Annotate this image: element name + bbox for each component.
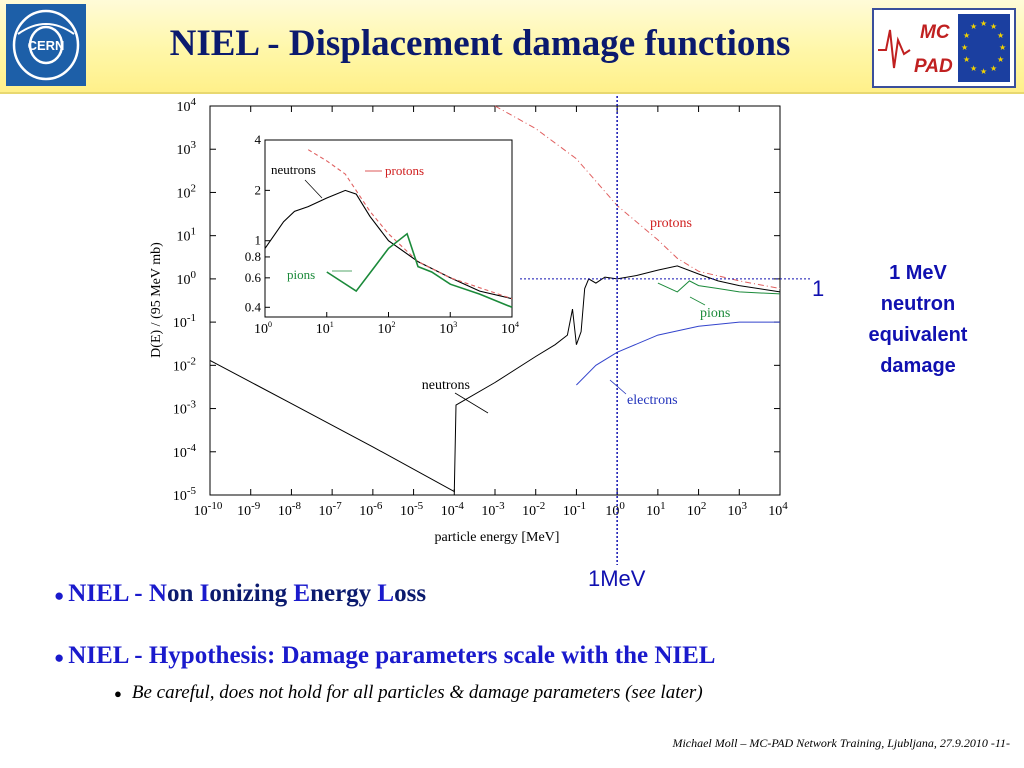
inset-annotation-neutrons: neutrons (271, 162, 316, 177)
bullet-dot-icon: ● (54, 648, 65, 667)
y-axis-label: D(E) / (95 MeV mb) (149, 242, 164, 358)
equivalent-line-1: 1 MeV (889, 262, 947, 284)
x-tick-label: 10-5 (400, 500, 424, 519)
slide-header: CERN NIEL - Displacement damage function… (0, 0, 1024, 94)
inset-annotation-protons: protons (385, 163, 424, 178)
svg-text:★: ★ (970, 22, 977, 31)
x-tick-label: 100 (605, 500, 625, 519)
x-tick-label: 10-3 (481, 500, 505, 519)
x-tick-label: 10-4 (441, 500, 465, 519)
bullet-1-i: I (199, 580, 210, 607)
inset-x-tick-label: 102 (378, 320, 396, 337)
equivalent-line-4: damage (880, 355, 956, 377)
svg-text:★: ★ (997, 31, 1004, 40)
inset-series-line-neutrons (264, 189, 513, 300)
page-title: NIEL - Displacement damage functions (169, 23, 791, 64)
inset-y-tick-label: 4 (255, 132, 262, 147)
series-line-neutrons (209, 265, 781, 493)
inset-y-tick-label: 2 (255, 182, 262, 197)
y-tick-label: 104 (177, 96, 197, 115)
y-tick-label: 100 (177, 269, 197, 288)
bullet-1-e: E (293, 580, 311, 607)
svg-text:★: ★ (980, 67, 987, 76)
annotation-electrons: electrons (627, 393, 678, 408)
svg-text:★: ★ (990, 64, 997, 73)
sub-bullet-dot-icon: ● (114, 686, 122, 701)
x-axis-label: particle energy [MeV] (435, 530, 560, 545)
neutron-equivalent-label: 1 MeV neutron equivalent damage (838, 258, 998, 382)
svg-text:★: ★ (997, 55, 1004, 64)
mc-pad-logo: MC PAD ★ ★ ★ ★ ★ ★ ★ ★ ★ ★ ★ ★ (872, 8, 1016, 88)
bullet-1-onizing: onizing (209, 580, 294, 607)
svg-text:★: ★ (970, 64, 977, 73)
series-line-pions (657, 280, 781, 295)
bullet-2-text: NIEL - Hypothesis: Damage parameters sca… (68, 642, 716, 669)
y-tick-label: 10-1 (173, 312, 196, 331)
bullet-1-oss: oss (394, 580, 427, 607)
svg-text:★: ★ (980, 19, 987, 28)
annotation-protons: protons (650, 216, 692, 231)
equivalent-line-2: neutron (880, 293, 956, 315)
x-tick-label: 10-2 (522, 500, 545, 519)
series-line-protons (494, 105, 781, 289)
y-tick-label: 10-2 (173, 355, 196, 374)
y-tick-label: 102 (177, 182, 197, 201)
svg-text:★: ★ (963, 55, 970, 64)
sub-bullet-caution: ● Be careful, does not hold for all parti… (114, 682, 703, 704)
annotation-neutrons: neutrons (422, 378, 470, 393)
x-tick-label: 101 (646, 500, 666, 519)
annotation-pions: pions (700, 306, 730, 321)
sub-bullet-text: Be careful, does not hold for all partic… (131, 682, 703, 703)
y-tick-label: 10-3 (173, 399, 197, 418)
y-tick-label: 10-5 (173, 485, 197, 504)
cern-logo-text: CERN (28, 38, 65, 53)
inset-x-tick-label: 100 (254, 320, 272, 337)
equivalent-line-3: equivalent (868, 324, 968, 346)
y-tick-label: 101 (177, 226, 197, 245)
bullet-1-on: on (166, 580, 200, 607)
bullet-1-prefix: NIEL - (68, 580, 149, 607)
inset-x-tick-label: 104 (501, 320, 519, 337)
cern-logo: CERN (6, 4, 86, 86)
x-tick-label: 10-9 (237, 500, 261, 519)
x-tick-label: 103 (728, 500, 748, 519)
inset-x-tick-label: 103 (439, 320, 457, 337)
x-tick-label: 10-8 (278, 500, 302, 519)
bullet-niel-definition: ● NIEL - Non Ionizing Energy Loss (54, 580, 426, 608)
x-tick-label: 10-10 (194, 500, 223, 519)
slide-footer: Michael Moll – MC-PAD Network Training, … (672, 736, 1010, 750)
inset-x-tick-label: 101 (316, 320, 334, 337)
x-tick-label: 102 (687, 500, 707, 519)
x-tick-label: 10-7 (319, 500, 343, 519)
series-line-electrons (576, 321, 780, 386)
bullet-1-nergy: nergy (310, 580, 378, 607)
pad-text: PAD (914, 56, 953, 77)
x-tick-label: 10-6 (359, 500, 383, 519)
inset-annotation-pions: pions (287, 267, 315, 282)
bullet-dot-icon: ● (54, 586, 65, 605)
bullet-niel-hypothesis: ● NIEL - Hypothesis: Damage parameters sc… (54, 642, 715, 670)
inset-y-tick-label: 0.8 (245, 249, 261, 264)
inset-y-tick-label: 1 (255, 233, 262, 248)
mev-reference-label: 1MeV (588, 566, 646, 591)
bullet-1-l: L (377, 580, 395, 607)
eu-stars-icon: ★ ★★★ ★★★★ ★★★★ (961, 19, 1006, 76)
svg-text:★: ★ (990, 22, 997, 31)
inset-series-line-pions (326, 232, 513, 309)
mc-text: MC (920, 22, 950, 43)
inset-y-tick-label: 0.6 (245, 270, 262, 285)
y-tick-label: 103 (177, 139, 197, 158)
svg-text:★: ★ (961, 43, 968, 52)
inset-y-tick-label: 0.4 (245, 299, 262, 314)
svg-text:★: ★ (963, 31, 970, 40)
svg-text:★: ★ (999, 43, 1006, 52)
y-tick-label: 10-4 (173, 442, 197, 461)
one-reference-label: 1 (812, 276, 825, 301)
bullet-1-n: N (148, 580, 167, 607)
x-tick-label: 104 (768, 500, 788, 519)
x-tick-label: 10-1 (563, 500, 586, 519)
